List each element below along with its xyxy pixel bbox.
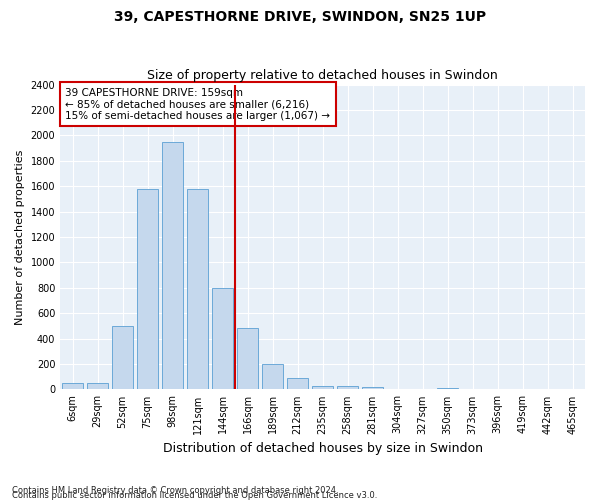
Bar <box>112 326 133 390</box>
Bar <box>312 386 333 390</box>
Text: Contains HM Land Registry data © Crown copyright and database right 2024.: Contains HM Land Registry data © Crown c… <box>12 486 338 495</box>
Text: 39, CAPESTHORNE DRIVE, SWINDON, SN25 1UP: 39, CAPESTHORNE DRIVE, SWINDON, SN25 1UP <box>114 10 486 24</box>
Bar <box>362 387 383 390</box>
X-axis label: Distribution of detached houses by size in Swindon: Distribution of detached houses by size … <box>163 442 482 455</box>
Bar <box>187 188 208 390</box>
Bar <box>62 383 83 390</box>
Bar <box>212 288 233 390</box>
Y-axis label: Number of detached properties: Number of detached properties <box>15 150 25 324</box>
Bar <box>262 364 283 390</box>
Bar <box>237 328 258 390</box>
Bar <box>87 383 108 390</box>
Bar <box>137 188 158 390</box>
Text: 39 CAPESTHORNE DRIVE: 159sqm
← 85% of detached houses are smaller (6,216)
15% of: 39 CAPESTHORNE DRIVE: 159sqm ← 85% of de… <box>65 88 331 121</box>
Bar <box>287 378 308 390</box>
Title: Size of property relative to detached houses in Swindon: Size of property relative to detached ho… <box>147 69 498 82</box>
Bar <box>162 142 183 390</box>
Text: Contains public sector information licensed under the Open Government Licence v3: Contains public sector information licen… <box>12 491 377 500</box>
Bar <box>437 388 458 390</box>
Bar <box>337 386 358 390</box>
